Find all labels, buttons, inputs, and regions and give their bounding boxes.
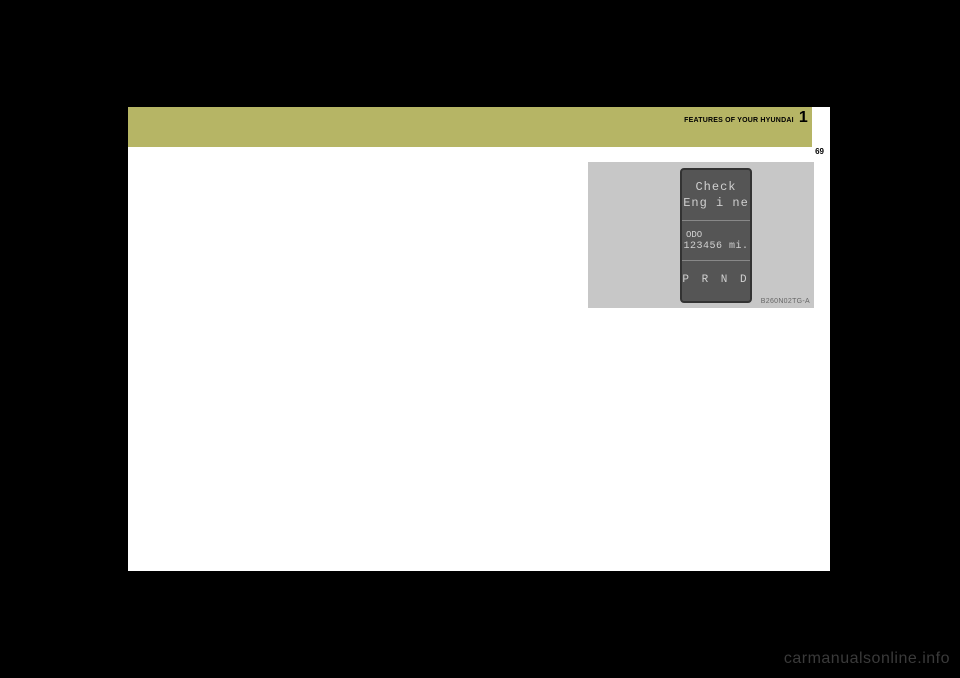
lcd-gear-section: P R N D — [682, 261, 750, 299]
figure-code: B260N02TG-A — [761, 298, 810, 305]
chapter-number: 1 — [799, 109, 808, 127]
watermark-text: carmanualsonline.info — [784, 650, 950, 668]
check-line1: Check — [695, 179, 736, 195]
odo-label: ODO — [682, 229, 702, 241]
dashboard-illustration: Check Eng i ne ODO 123456 mi. P R N D B2… — [588, 162, 814, 308]
lcd-warning-section: Check Eng i ne — [682, 170, 750, 221]
lcd-screen: Check Eng i ne ODO 123456 mi. P R N D — [680, 168, 752, 303]
check-line2: Eng i ne — [683, 195, 749, 211]
gear-indicator: P R N D — [682, 274, 749, 286]
section-title: FEATURES OF YOUR HYUNDAI — [684, 117, 794, 124]
page-number: 69 — [815, 147, 824, 156]
lcd-odometer-section: ODO 123456 mi. — [682, 221, 750, 261]
header-bar: FEATURES OF YOUR HYUNDAI 1 — [128, 107, 812, 147]
manual-page: FEATURES OF YOUR HYUNDAI 1 69 Check Eng … — [128, 107, 830, 571]
odo-value: 123456 mi. — [682, 241, 750, 253]
header-title-block: FEATURES OF YOUR HYUNDAI 1 — [684, 109, 808, 127]
